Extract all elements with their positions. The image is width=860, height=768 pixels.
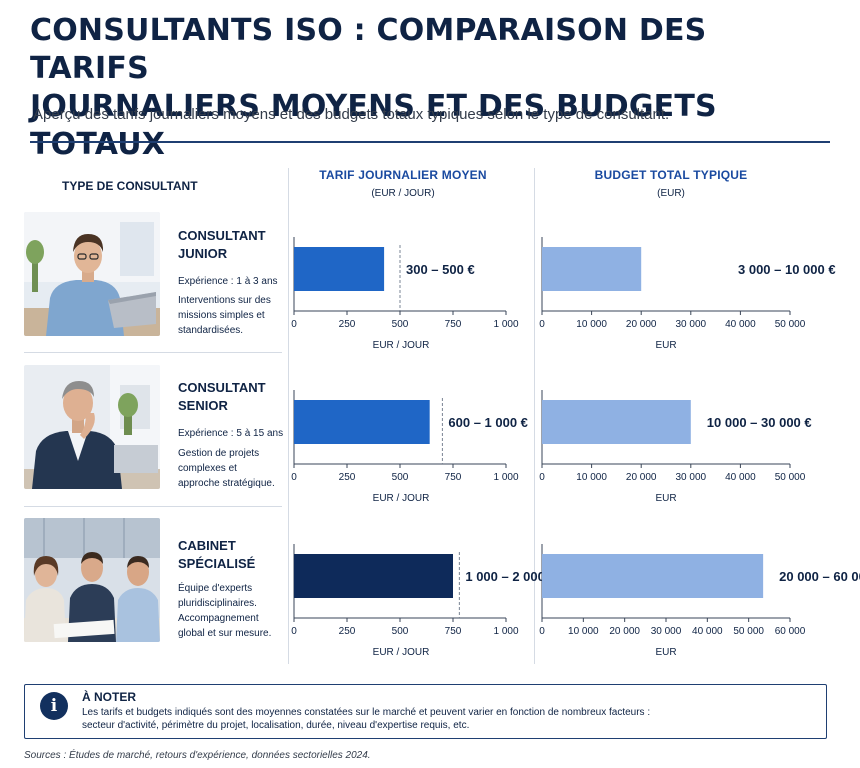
chart-3-tick-label: 0 [539, 472, 545, 483]
page-title: CONSULTANTS ISO : COMPARAISON DES TARIFS… [30, 12, 830, 164]
page-subtitle: Aperçu des tarifs journaliers moyens et … [33, 106, 670, 123]
header-divider [30, 141, 830, 143]
note-text: Les tarifs et budgets indiqués sont des … [82, 706, 822, 732]
chart-2-tick-label: 250 [339, 472, 356, 483]
chart-1-tick-label: 20 000 [626, 319, 657, 330]
chart-0-tick-label: 0 [291, 319, 297, 330]
chart-3-tick-label: 20 000 [626, 472, 657, 483]
cabinet-team-photo [24, 518, 160, 642]
chart-5-tick-label: 30 000 [651, 626, 682, 637]
row-experience-junior: Expérience : 1 à 3 ans [178, 276, 278, 287]
row-title-junior: CONSULTANT JUNIOR [178, 227, 266, 263]
chart-2-bar [294, 400, 430, 444]
chart-5-bar [542, 554, 764, 598]
chart-3-tick-label: 10 000 [576, 472, 607, 483]
row-title-senior: CONSULTANT SENIOR [178, 379, 266, 415]
column-subheader-daily-unit: (EUR / JOUR) [371, 188, 435, 199]
note-text-line-1: Les tarifs et budgets indiqués sont des … [82, 707, 651, 718]
note-title: À NOTER [82, 690, 136, 704]
page-title-line-1: CONSULTANTS ISO : COMPARAISON DES TARIFS [30, 13, 707, 86]
page-title-line-2: JOURNALIERS MOYENS ET DES BUDGETS TOTAUX [30, 89, 717, 162]
sources-footnote: Sources : Études de marché, retours d'ex… [24, 750, 371, 761]
chart-4-tick-label: 500 [392, 626, 409, 637]
chart-5-tick-label: 50 000 [733, 626, 764, 637]
row-description-senior: Gestion de projets complexes et approche… [178, 448, 275, 489]
info-icon: i [40, 692, 68, 720]
chart-2-tick-label: 750 [445, 472, 462, 483]
row-title-cabinet: CABINET SPÉCIALISÉ [178, 537, 255, 573]
row-description-cabinet: Équipe d'experts pluridisciplinaires. Ac… [178, 583, 272, 639]
chart-5-axis-label: EUR [655, 647, 676, 658]
chart-3-tick-label: 30 000 [676, 472, 707, 483]
row-description-junior: Interventions sur des missions simples e… [178, 295, 271, 336]
column-divider-right [534, 168, 535, 664]
chart-0-tick-label: 250 [339, 319, 356, 330]
chart-1-tick-label: 40 000 [725, 319, 756, 330]
chart-0-value-label: 300 – 500 € [406, 262, 475, 277]
chart-2-tick-label: 1 000 [493, 472, 518, 483]
column-header-total-budget: BUDGET TOTAL TYPIQUE [594, 168, 748, 182]
row-experience-senior: Expérience : 5 à 15 ans [178, 428, 284, 439]
chart-3-axis-label: EUR [655, 493, 676, 504]
note-text-line-2: secteur d'activité, périmètre du projet,… [82, 720, 470, 731]
row-title-senior-line-2: SENIOR [178, 398, 228, 413]
chart-4-tick-label: 750 [445, 626, 462, 637]
chart-0-bar [294, 247, 385, 291]
row-title-junior-line-1: CONSULTANT [178, 228, 266, 243]
chart-2-tick-label: 500 [392, 472, 409, 483]
chart-3-tick-label: 40 000 [725, 472, 756, 483]
chart-3-tick-label: 50 000 [775, 472, 806, 483]
row-title-cabinet-line-2: SPÉCIALISÉ [178, 556, 256, 571]
chart-2-axis-label: EUR / JOUR [373, 493, 430, 504]
chart-3-value-label: 10 000 – 30 000 € [707, 415, 812, 430]
row-divider-1 [24, 352, 282, 353]
chart-1-axis-label: EUR [655, 340, 676, 351]
chart-1-tick-label: 30 000 [676, 319, 707, 330]
chart-0-tick-label: 750 [445, 319, 462, 330]
column-subheader-budget-unit: (EUR) [657, 188, 685, 199]
chart-3-bar [542, 400, 691, 444]
junior-consultant-photo [24, 212, 160, 336]
row-divider-2 [24, 506, 282, 507]
chart-5-tick-label: 60 000 [775, 626, 806, 637]
row-title-cabinet-line-1: CABINET [178, 538, 236, 553]
chart-0-tick-label: 500 [392, 319, 409, 330]
senior-consultant-photo [24, 365, 160, 489]
column-divider-left [288, 168, 289, 664]
chart-4-tick-label: 1 000 [493, 626, 518, 637]
chart-4-value-label: 1 000 – 2 000 € [465, 569, 555, 584]
chart-0-tick-label: 1 000 [493, 319, 518, 330]
note-box [24, 684, 827, 739]
chart-5-tick-label: 0 [539, 626, 545, 637]
chart-4-tick-label: 0 [291, 626, 297, 637]
chart-5-value-label: 20 000 – 60 000 € [779, 569, 860, 584]
chart-2-tick-label: 0 [291, 472, 297, 483]
chart-4-axis-label: EUR / JOUR [373, 647, 430, 658]
chart-1-tick-label: 0 [539, 319, 545, 330]
chart-1-tick-label: 10 000 [576, 319, 607, 330]
chart-5-tick-label: 40 000 [692, 626, 723, 637]
chart-5-tick-label: 20 000 [609, 626, 640, 637]
chart-1-value-label: 3 000 – 10 000 € [738, 262, 836, 277]
chart-4-tick-label: 250 [339, 626, 356, 637]
chart-4-bar [294, 554, 453, 598]
chart-1-tick-label: 50 000 [775, 319, 806, 330]
row-title-senior-line-1: CONSULTANT [178, 380, 266, 395]
column-header-type: TYPE DE CONSULTANT [62, 179, 198, 193]
chart-5-tick-label: 10 000 [568, 626, 599, 637]
chart-1-bar [542, 247, 642, 291]
row-title-junior-line-2: JUNIOR [178, 246, 228, 261]
chart-0-axis-label: EUR / JOUR [373, 340, 430, 351]
chart-2-value-label: 600 – 1 000 € [448, 415, 528, 430]
column-header-daily-rate: TARIF JOURNALIER MOYEN [319, 168, 487, 182]
